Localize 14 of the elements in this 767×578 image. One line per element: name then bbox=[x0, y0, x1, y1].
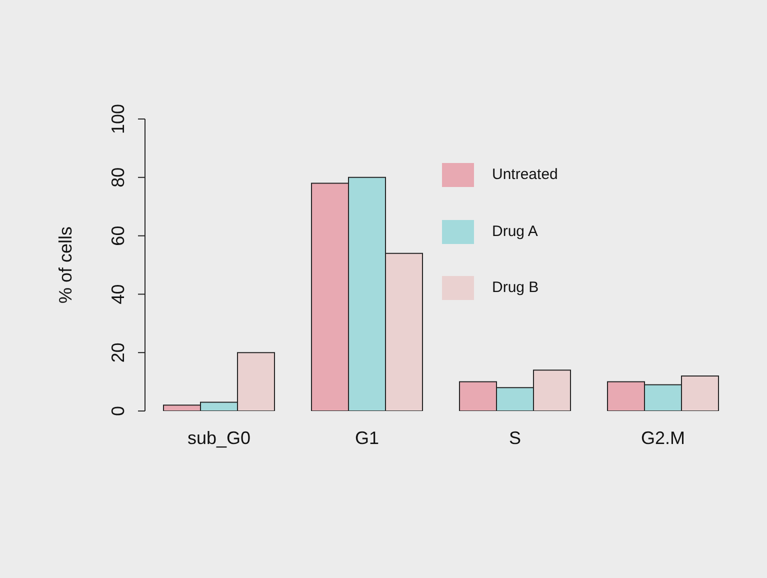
y-tick-label: 40 bbox=[108, 284, 128, 304]
legend-label: Drug A bbox=[492, 222, 538, 240]
y-axis-title: % of cells bbox=[55, 226, 76, 304]
y-tick-label: 100 bbox=[108, 104, 128, 134]
x-tick-label: S bbox=[508, 428, 522, 448]
y-tick-label: 80 bbox=[108, 167, 128, 188]
y-tick-label: 60 bbox=[108, 226, 128, 246]
x-tick-label: sub_G0 bbox=[187, 428, 251, 448]
legend-label: Drug B bbox=[492, 278, 539, 296]
x-tick-label: G1 bbox=[354, 428, 380, 448]
y-tick-label: 20 bbox=[108, 342, 128, 363]
legend-label: Untreated bbox=[492, 166, 558, 184]
x-tick-label: G2.M bbox=[640, 428, 686, 448]
y-tick-label: 0 bbox=[108, 406, 128, 416]
